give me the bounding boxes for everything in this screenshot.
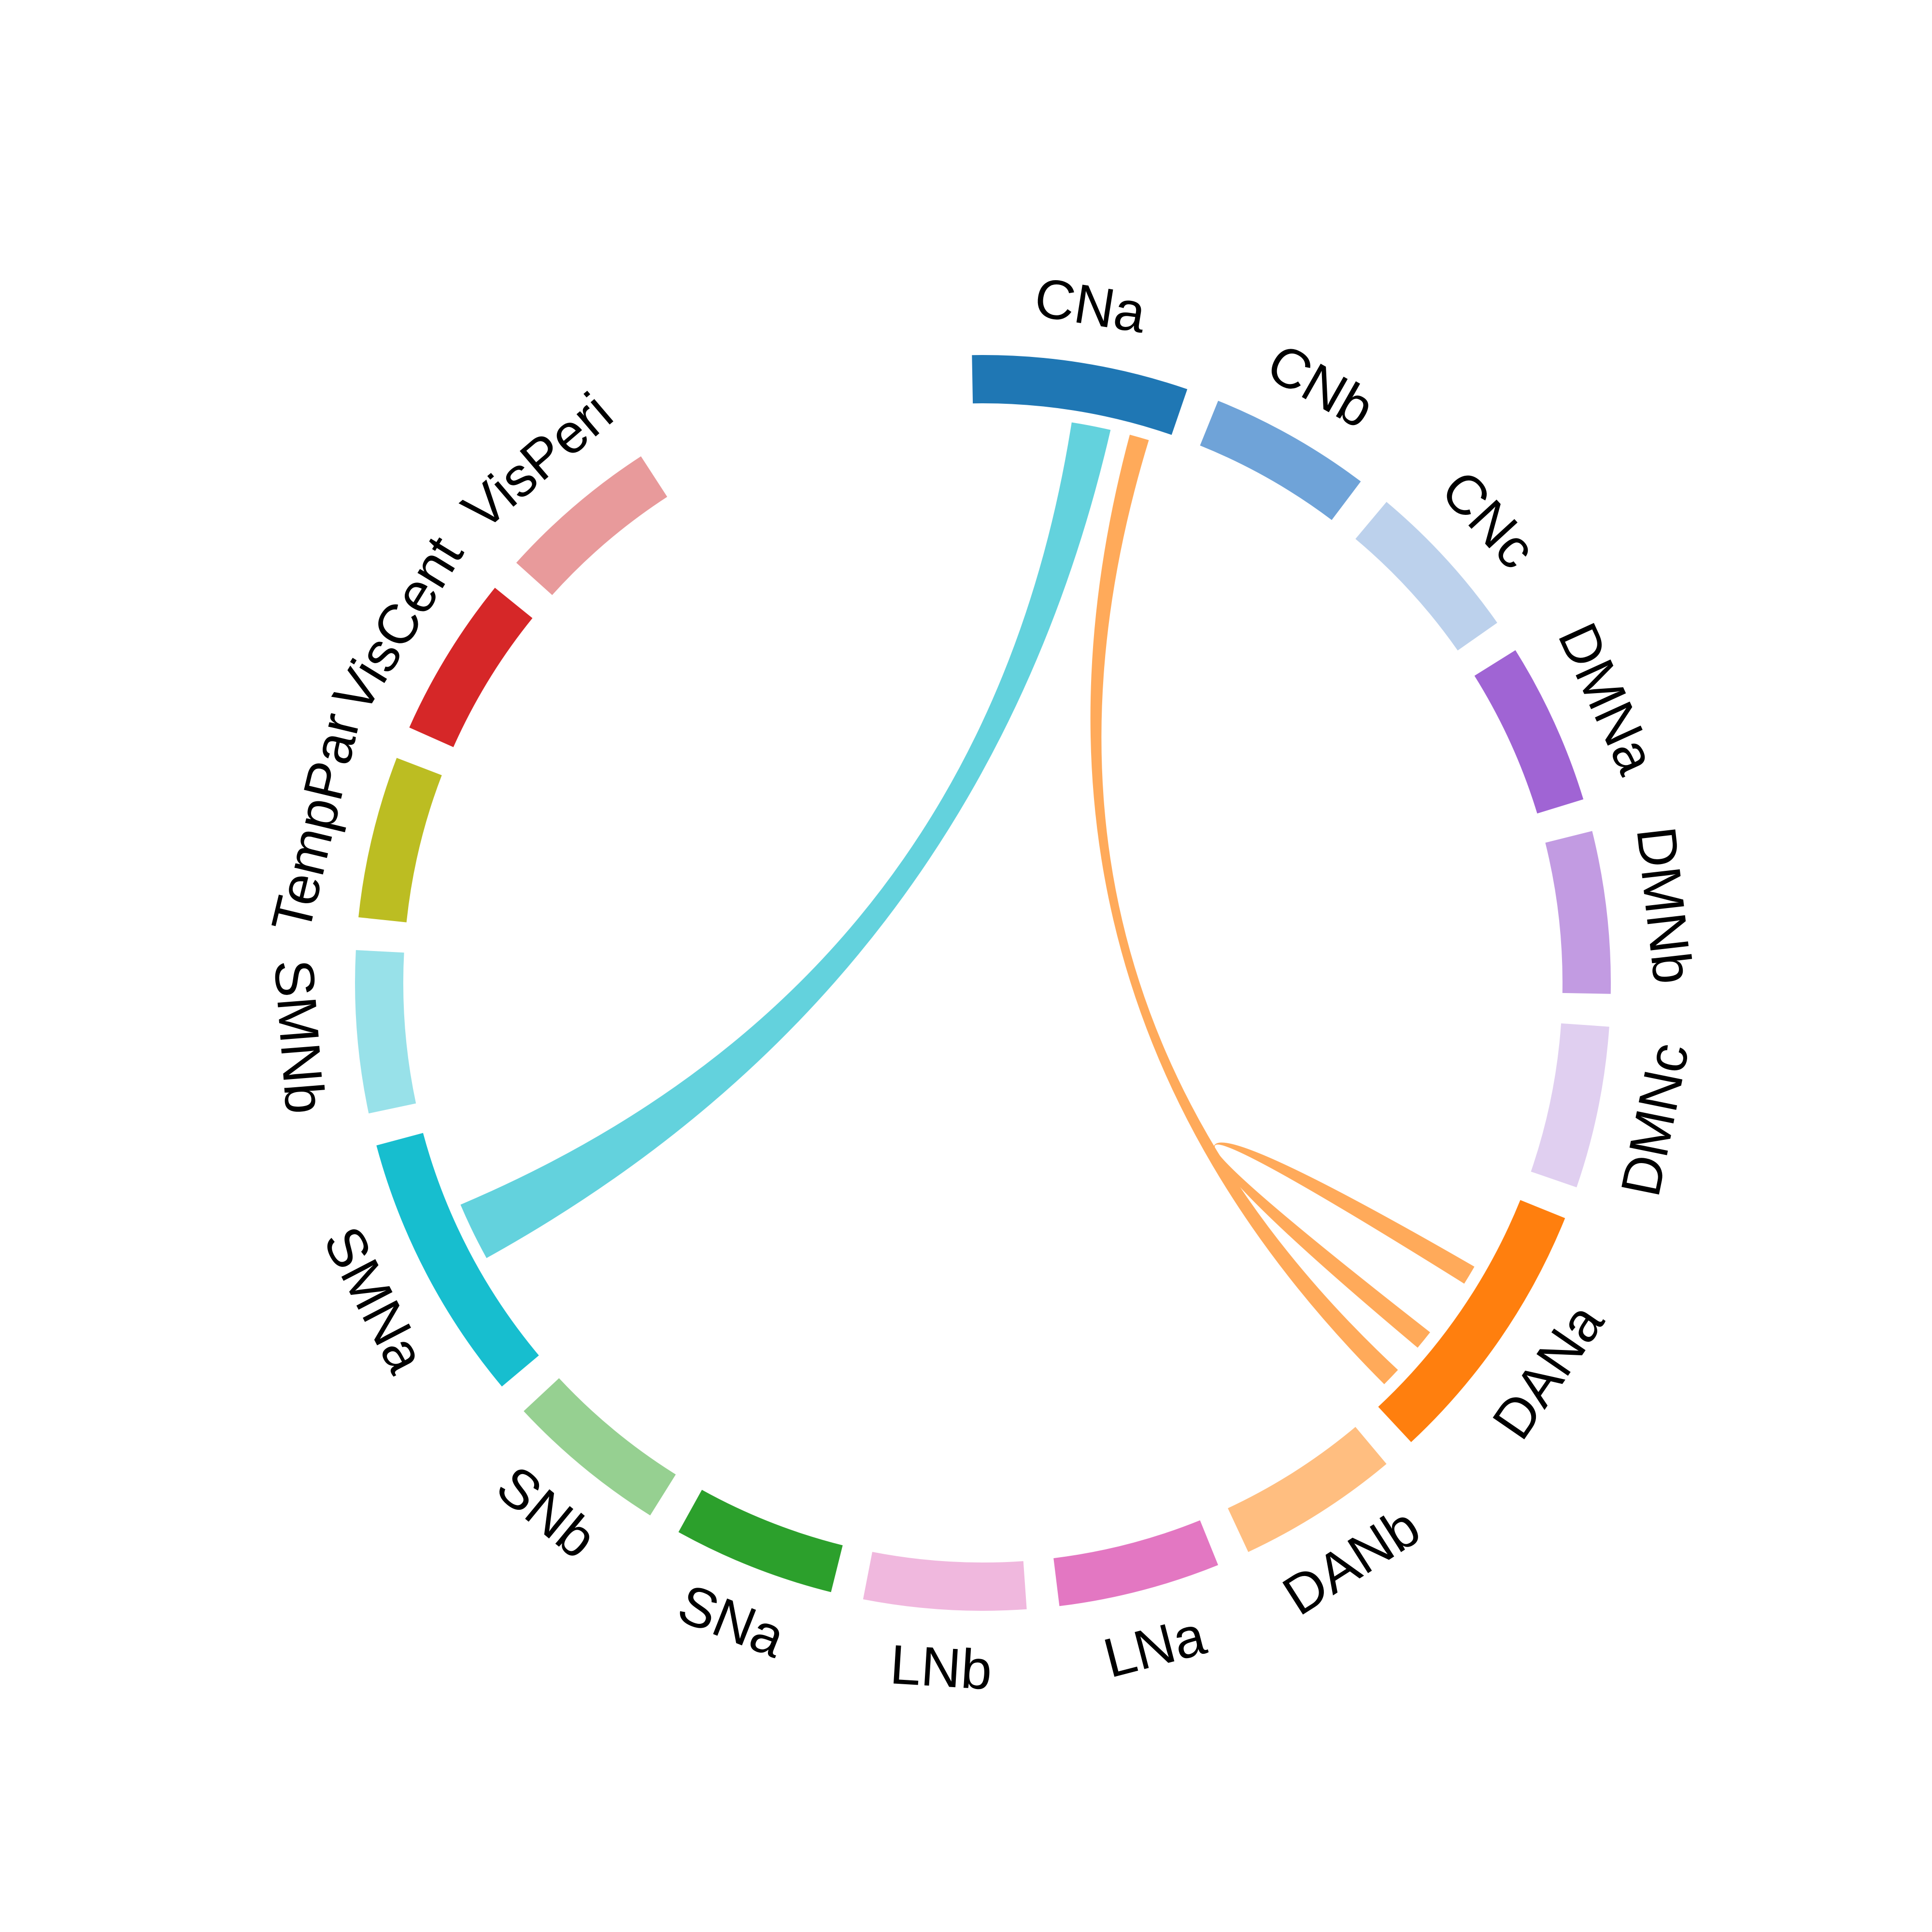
sector-cnc bbox=[1355, 502, 1497, 651]
sector-dmnb bbox=[1545, 831, 1611, 994]
sector-danb bbox=[1228, 1427, 1387, 1552]
sector-label-dmnb: DMNb bbox=[1625, 824, 1704, 987]
sector-temppar bbox=[358, 758, 442, 923]
sector-dana bbox=[1378, 1200, 1565, 1442]
sector-dmnc bbox=[1531, 1023, 1609, 1188]
sector-lnb bbox=[863, 1552, 1027, 1611]
sector-lna bbox=[1053, 1520, 1218, 1606]
sector-sna bbox=[678, 1490, 843, 1592]
links-layer bbox=[460, 422, 1475, 1384]
sector-label-sna: SNa bbox=[670, 1573, 793, 1670]
sector-smna bbox=[376, 1133, 539, 1387]
sector-label-dmnc: DMNc bbox=[1609, 1038, 1701, 1202]
sector-smnb bbox=[355, 950, 416, 1114]
sector-snb bbox=[524, 1378, 676, 1516]
link-dana-dana bbox=[1213, 1142, 1475, 1348]
sector-dmna bbox=[1474, 650, 1584, 814]
sector-label-temppar: TempPar bbox=[260, 708, 372, 938]
sector-label-lnb: LNb bbox=[888, 1634, 994, 1702]
sector-visperi bbox=[516, 456, 668, 595]
sector-label-smnb: SMNb bbox=[262, 957, 336, 1116]
sector-cnb bbox=[1200, 400, 1361, 520]
sectors-layer bbox=[355, 355, 1611, 1611]
sector-cna bbox=[972, 355, 1188, 435]
link-cna-dana bbox=[1090, 435, 1398, 1384]
sector-label-lna: LNa bbox=[1097, 1604, 1211, 1690]
labels-layer: CNaCNbCNcDMNaDMNbDMNcDANaDANbLNaLNbSNaSN… bbox=[260, 266, 1704, 1701]
sector-label-cnb: CNb bbox=[1257, 332, 1384, 440]
sector-viscent bbox=[409, 587, 533, 747]
sector-label-cna: CNa bbox=[1030, 266, 1150, 344]
